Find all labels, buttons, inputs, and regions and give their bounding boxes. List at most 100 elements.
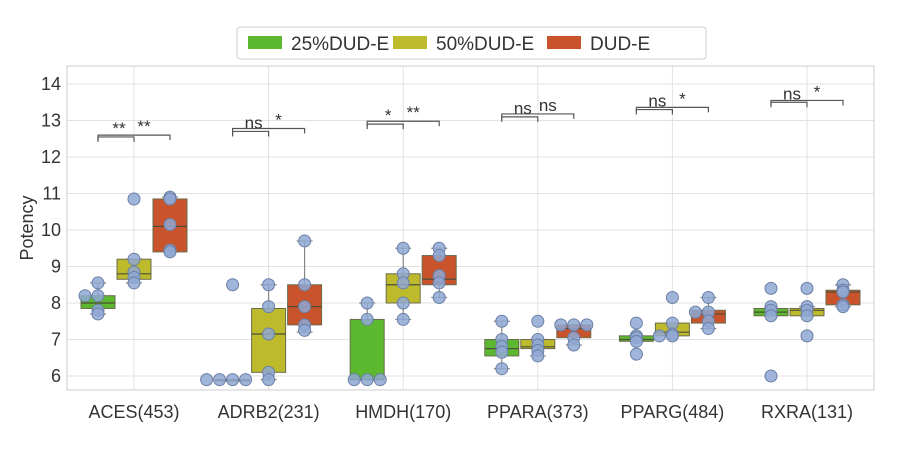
data-point: [347, 373, 361, 387]
x-tick-label: ACES(453): [88, 402, 179, 422]
data-point: [432, 291, 446, 305]
significance-bracket: [232, 127, 306, 134]
data-point: [688, 305, 702, 319]
data-point: [298, 234, 312, 248]
data-point: [360, 296, 374, 310]
data-point: [836, 300, 850, 314]
data-point: [360, 373, 374, 387]
data-point: [360, 312, 374, 326]
plot-frame: [66, 65, 875, 391]
legend-swatch: [393, 36, 427, 49]
data-point: [554, 318, 568, 332]
data-point: [91, 307, 105, 321]
y-tick-label: 9: [51, 257, 61, 277]
legend-label: DUD-E: [590, 34, 650, 55]
significance-label: *: [679, 89, 686, 108]
significance-annotations: ** ** ns * * ** ns ns ns * ns *: [97, 82, 844, 142]
data-point: [262, 373, 276, 387]
data-point: [262, 300, 276, 314]
data-point: [127, 276, 141, 290]
data-point: [163, 245, 177, 259]
data-point: [800, 281, 814, 295]
significance-bracket: [501, 113, 575, 119]
legend-swatch: [248, 36, 282, 49]
significance-bracket: [232, 130, 270, 137]
y-tick-label: 8: [51, 293, 61, 313]
data-point: [665, 329, 679, 343]
data-point: [127, 252, 141, 266]
data-point: [298, 300, 312, 314]
data-point: [127, 192, 141, 206]
data-point: [213, 373, 227, 387]
data-point: [239, 373, 253, 387]
x-tick-label: RXRA(131): [761, 402, 853, 422]
significance-bracket: [501, 116, 539, 122]
data-point: [396, 296, 410, 310]
data-point: [652, 329, 666, 343]
data-point: [91, 289, 105, 303]
grid: [67, 66, 874, 390]
y-tick-label: 7: [51, 330, 61, 350]
legend-label: 25%DUD-E: [291, 34, 389, 55]
x-axis-ticks: ACES(453) ADRB2(231) HMDH(170) PPARA(373) PP…: [88, 402, 853, 422]
data-point: [262, 327, 276, 341]
data-point: [836, 285, 850, 299]
data-point: [567, 338, 581, 352]
y-tick-label: 11: [42, 184, 61, 204]
boxes: [80, 196, 861, 382]
legend-swatch: [547, 36, 581, 49]
data-point: [432, 249, 446, 263]
significance-label: **: [137, 117, 151, 136]
points: [78, 190, 850, 387]
data-point: [665, 291, 679, 305]
box: [349, 318, 385, 381]
significance-label: *: [814, 82, 821, 101]
significance-label: ns: [648, 92, 666, 111]
significance-bracket: [770, 99, 844, 106]
y-axis-label: Potency: [17, 195, 37, 260]
data-point: [396, 241, 410, 255]
legend-frame: [236, 26, 707, 60]
significance-label: **: [407, 103, 421, 122]
data-point: [78, 289, 92, 303]
data-point: [800, 329, 814, 343]
data-point: [91, 276, 105, 290]
significance-label: ns: [245, 113, 263, 132]
data-point: [495, 314, 509, 328]
data-point: [567, 318, 581, 332]
data-point: [226, 278, 240, 292]
data-point: [298, 278, 312, 292]
data-point: [373, 373, 387, 387]
y-tick-label: 14: [41, 74, 61, 94]
data-point: [432, 276, 446, 290]
y-tick-label: 10: [41, 220, 61, 240]
significance-bracket: [97, 134, 171, 141]
data-point: [665, 316, 679, 330]
data-point: [629, 347, 643, 361]
data-point: [163, 192, 177, 206]
data-point: [629, 334, 643, 348]
y-tick-label: 13: [41, 111, 61, 131]
y-tick-label: 12: [41, 147, 61, 167]
data-point: [701, 291, 715, 305]
data-point: [580, 318, 594, 332]
data-point: [495, 362, 509, 376]
significance-label: *: [385, 106, 392, 125]
data-point: [262, 278, 276, 292]
legend-label: 50%DUD-E: [436, 34, 534, 55]
data-point: [226, 373, 240, 387]
x-tick-label: PPARA(373): [487, 402, 589, 422]
data-point: [764, 369, 778, 383]
significance-bracket: [366, 123, 404, 130]
significance-bracket: [366, 120, 440, 127]
significance-label: *: [275, 111, 282, 130]
data-point: [764, 281, 778, 295]
data-point: [800, 309, 814, 323]
data-point: [764, 309, 778, 323]
data-point: [396, 312, 410, 326]
data-point: [163, 218, 177, 232]
data-point: [495, 345, 509, 359]
x-tick-label: ADRB2(231): [218, 402, 320, 422]
y-tick-label: 6: [51, 366, 61, 386]
